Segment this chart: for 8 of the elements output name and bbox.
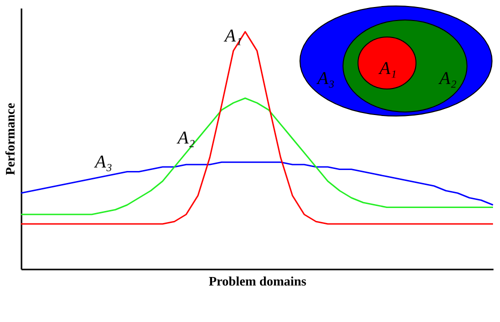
y-axis-title: Performance [2, 102, 18, 176]
annotation: A₁ [378, 58, 397, 78]
series-label: A₃ [94, 151, 112, 172]
annotation: A₂ [438, 68, 457, 88]
x-axis-title: Problem domains [208, 274, 306, 288]
series-label: A₁ [224, 26, 242, 46]
series-label: A₂ [176, 128, 195, 148]
annotation: A₃ [316, 68, 335, 88]
